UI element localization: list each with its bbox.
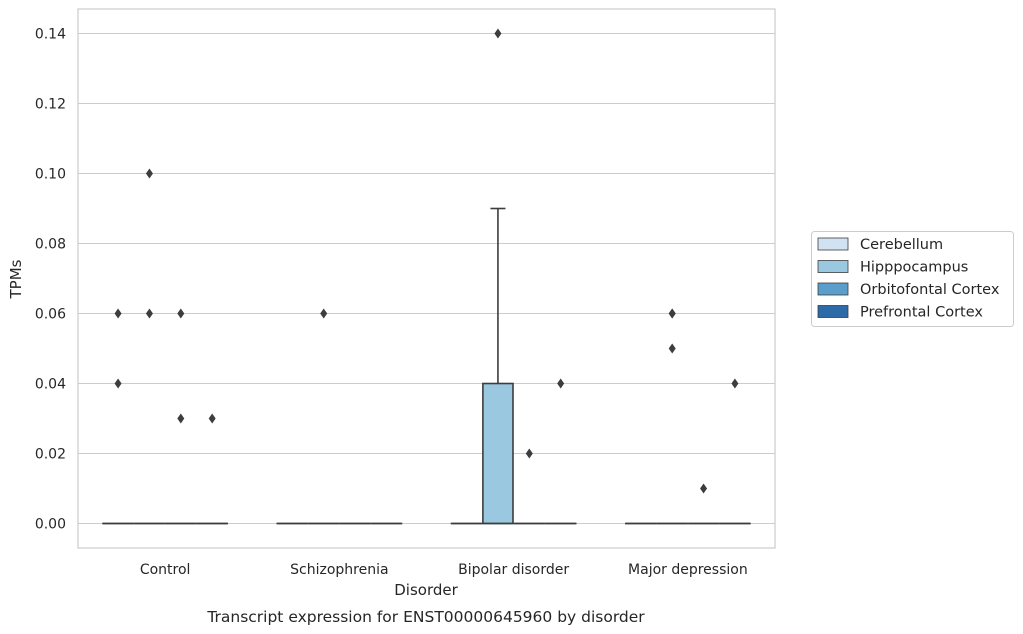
outlier-point bbox=[208, 413, 216, 424]
y-tick-label: 0.02 bbox=[35, 447, 66, 463]
box-2-3 bbox=[687, 483, 720, 525]
box-body bbox=[482, 382, 514, 525]
x-axis-label: Disorder bbox=[394, 581, 458, 599]
x-ticks: Control Schizophrenia Bipolar disorder Majo… bbox=[140, 562, 748, 578]
box-3-2 bbox=[544, 378, 577, 525]
y-ticks: 0.00 0.02 0.04 0.06 0.08 0.10 0.12 0.14 bbox=[35, 27, 66, 533]
outlier-point bbox=[668, 308, 676, 319]
outlier-point bbox=[557, 378, 565, 389]
outlier-point bbox=[494, 28, 502, 39]
outlier-point bbox=[177, 413, 185, 424]
y-axis-label: TPMs bbox=[7, 259, 25, 299]
plot-border bbox=[77, 8, 776, 549]
plot-frame bbox=[77, 8, 776, 549]
legend-swatch bbox=[817, 237, 849, 251]
box-1-2 bbox=[482, 28, 514, 525]
chart-caption: Transcript expression for ENST0000064596… bbox=[206, 608, 645, 626]
outlier-point bbox=[525, 448, 533, 459]
box-0-0 bbox=[102, 308, 134, 525]
outlier-point bbox=[668, 343, 676, 354]
outlier-point bbox=[145, 308, 153, 319]
legend-swatch bbox=[817, 305, 849, 318]
box-2-2 bbox=[513, 448, 546, 525]
y-tick-label: 0.06 bbox=[35, 307, 66, 323]
x-tick-label: Major depression bbox=[628, 562, 748, 578]
y-tick-label: 0.14 bbox=[35, 27, 66, 43]
y-tick-label: 0.10 bbox=[35, 167, 66, 183]
y-tick-label: 0.00 bbox=[35, 517, 66, 533]
outlier-point bbox=[731, 378, 739, 389]
y-tick-label: 0.12 bbox=[35, 97, 66, 113]
outlier-point bbox=[114, 378, 122, 389]
outlier-point bbox=[145, 168, 153, 179]
gridlines bbox=[78, 33, 775, 524]
box-1-1 bbox=[307, 308, 340, 525]
box-3-3 bbox=[719, 378, 751, 525]
legend-label: Orbitofontal Cortex bbox=[860, 282, 1000, 298]
box-1-3 bbox=[656, 308, 689, 525]
legend-label: Hipppocampus bbox=[860, 260, 968, 276]
x-tick-label: Schizophrenia bbox=[290, 562, 388, 578]
legend: Cerebellum Hipppocampus Orbitofontal Corte… bbox=[811, 231, 1014, 327]
x-tick-label: Control bbox=[140, 562, 191, 578]
legend-label: Cerebellum bbox=[860, 237, 943, 253]
legend-label: Prefrontal Cortex bbox=[860, 305, 983, 321]
outlier-point bbox=[114, 308, 122, 319]
outlier-point bbox=[320, 308, 328, 319]
boxes bbox=[102, 28, 751, 525]
y-tick-label: 0.08 bbox=[35, 237, 66, 253]
box-3-0 bbox=[196, 413, 229, 525]
legend-swatch bbox=[817, 282, 849, 296]
box-1-0 bbox=[133, 168, 166, 525]
outlier-point bbox=[177, 308, 185, 319]
outlier-point bbox=[700, 483, 708, 494]
box-2-0 bbox=[164, 308, 197, 525]
legend-frame bbox=[811, 231, 1014, 327]
y-tick-label: 0.04 bbox=[35, 377, 66, 393]
x-tick-label: Bipolar disorder bbox=[458, 562, 569, 578]
legend-swatch bbox=[817, 260, 849, 273]
